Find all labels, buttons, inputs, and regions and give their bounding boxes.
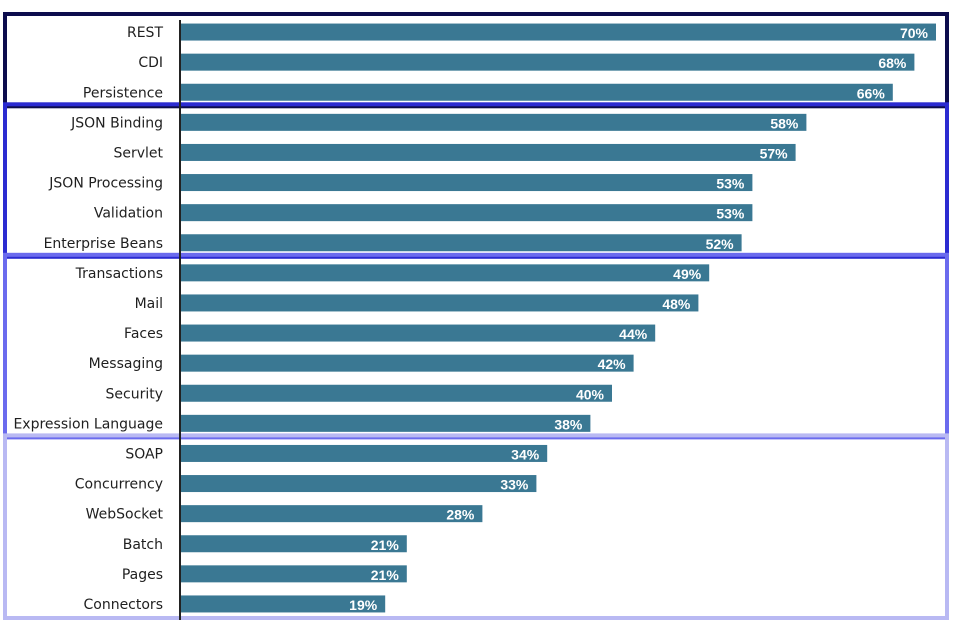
value-label-websocket: 28% xyxy=(446,507,475,523)
category-label-soap: SOAP xyxy=(125,446,163,462)
value-label-transactions: 49% xyxy=(673,266,702,282)
value-label-json-processing: 53% xyxy=(716,176,745,192)
bar-mail xyxy=(180,294,699,312)
bar-json-binding xyxy=(180,113,807,131)
category-label-servlet: Servlet xyxy=(113,145,163,161)
value-label-rest: 70% xyxy=(900,25,929,41)
category-label-websocket: WebSocket xyxy=(86,507,164,523)
bar-transactions xyxy=(180,264,710,282)
category-label-expression-language: Expression Language xyxy=(13,416,163,432)
category-label-security: Security xyxy=(106,386,164,402)
bar-json-processing xyxy=(180,174,753,192)
bar-messaging xyxy=(180,354,634,372)
bar-pages xyxy=(180,565,407,583)
bar-soap xyxy=(180,444,548,462)
category-label-validation: Validation xyxy=(94,206,163,222)
value-label-mail: 48% xyxy=(662,296,691,312)
bar-enterprise-beans xyxy=(180,234,742,252)
bar-servlet xyxy=(180,143,796,161)
value-label-batch: 21% xyxy=(371,537,400,553)
category-label-json-binding: JSON Binding xyxy=(70,115,163,131)
bar-faces xyxy=(180,324,656,342)
value-label-security: 40% xyxy=(576,386,605,402)
value-label-cdi: 68% xyxy=(878,55,907,71)
bar-cdi xyxy=(180,53,915,71)
value-label-concurrency: 33% xyxy=(500,477,529,493)
bar-batch xyxy=(180,535,407,553)
value-label-validation: 53% xyxy=(716,206,745,222)
bars xyxy=(180,23,936,613)
value-label-json-binding: 58% xyxy=(770,115,799,131)
bar-expression-language xyxy=(180,414,591,432)
category-label-concurrency: Concurrency xyxy=(75,477,163,493)
value-label-pages: 21% xyxy=(371,567,400,583)
value-label-connectors: 19% xyxy=(349,597,378,613)
category-label-transactions: Transactions xyxy=(75,266,163,282)
category-label-json-processing: JSON Processing xyxy=(48,176,163,192)
category-label-mail: Mail xyxy=(135,296,163,312)
category-label-enterprise-beans: Enterprise Beans xyxy=(44,236,163,252)
category-label-faces: Faces xyxy=(124,326,163,342)
bar-concurrency xyxy=(180,475,537,493)
bar-connectors xyxy=(180,595,386,613)
category-label-batch: Batch xyxy=(123,537,163,553)
bar-persistence xyxy=(180,83,893,101)
category-label-pages: Pages xyxy=(122,567,163,583)
category-labels: REST CDI Persistence JSON Binding Servlet JSO… xyxy=(13,25,163,613)
value-label-enterprise-beans: 52% xyxy=(706,236,735,252)
value-labels: 70% 68% 66% 58% 57% 53% 53% 52%49% 48% 44% 42% 40% 3… xyxy=(349,25,928,613)
value-label-messaging: 42% xyxy=(598,356,627,372)
category-label-persistence: Persistence xyxy=(83,85,163,101)
bar-security xyxy=(180,384,612,402)
group-box-3 xyxy=(3,252,949,440)
category-label-cdi: CDI xyxy=(138,55,163,71)
category-label-rest: REST xyxy=(127,25,163,41)
value-label-faces: 44% xyxy=(619,326,648,342)
bar-rest xyxy=(180,23,936,41)
bar-websocket xyxy=(180,505,483,523)
group-box-4 xyxy=(3,433,949,620)
value-label-servlet: 57% xyxy=(760,145,789,161)
category-label-messaging: Messaging xyxy=(89,356,163,372)
value-label-expression-language: 38% xyxy=(554,416,583,432)
value-label-persistence: 66% xyxy=(857,85,886,101)
category-label-connectors: Connectors xyxy=(83,597,163,613)
group-boxes xyxy=(3,12,949,620)
value-label-soap: 34% xyxy=(511,446,540,462)
bar-validation xyxy=(180,204,753,222)
